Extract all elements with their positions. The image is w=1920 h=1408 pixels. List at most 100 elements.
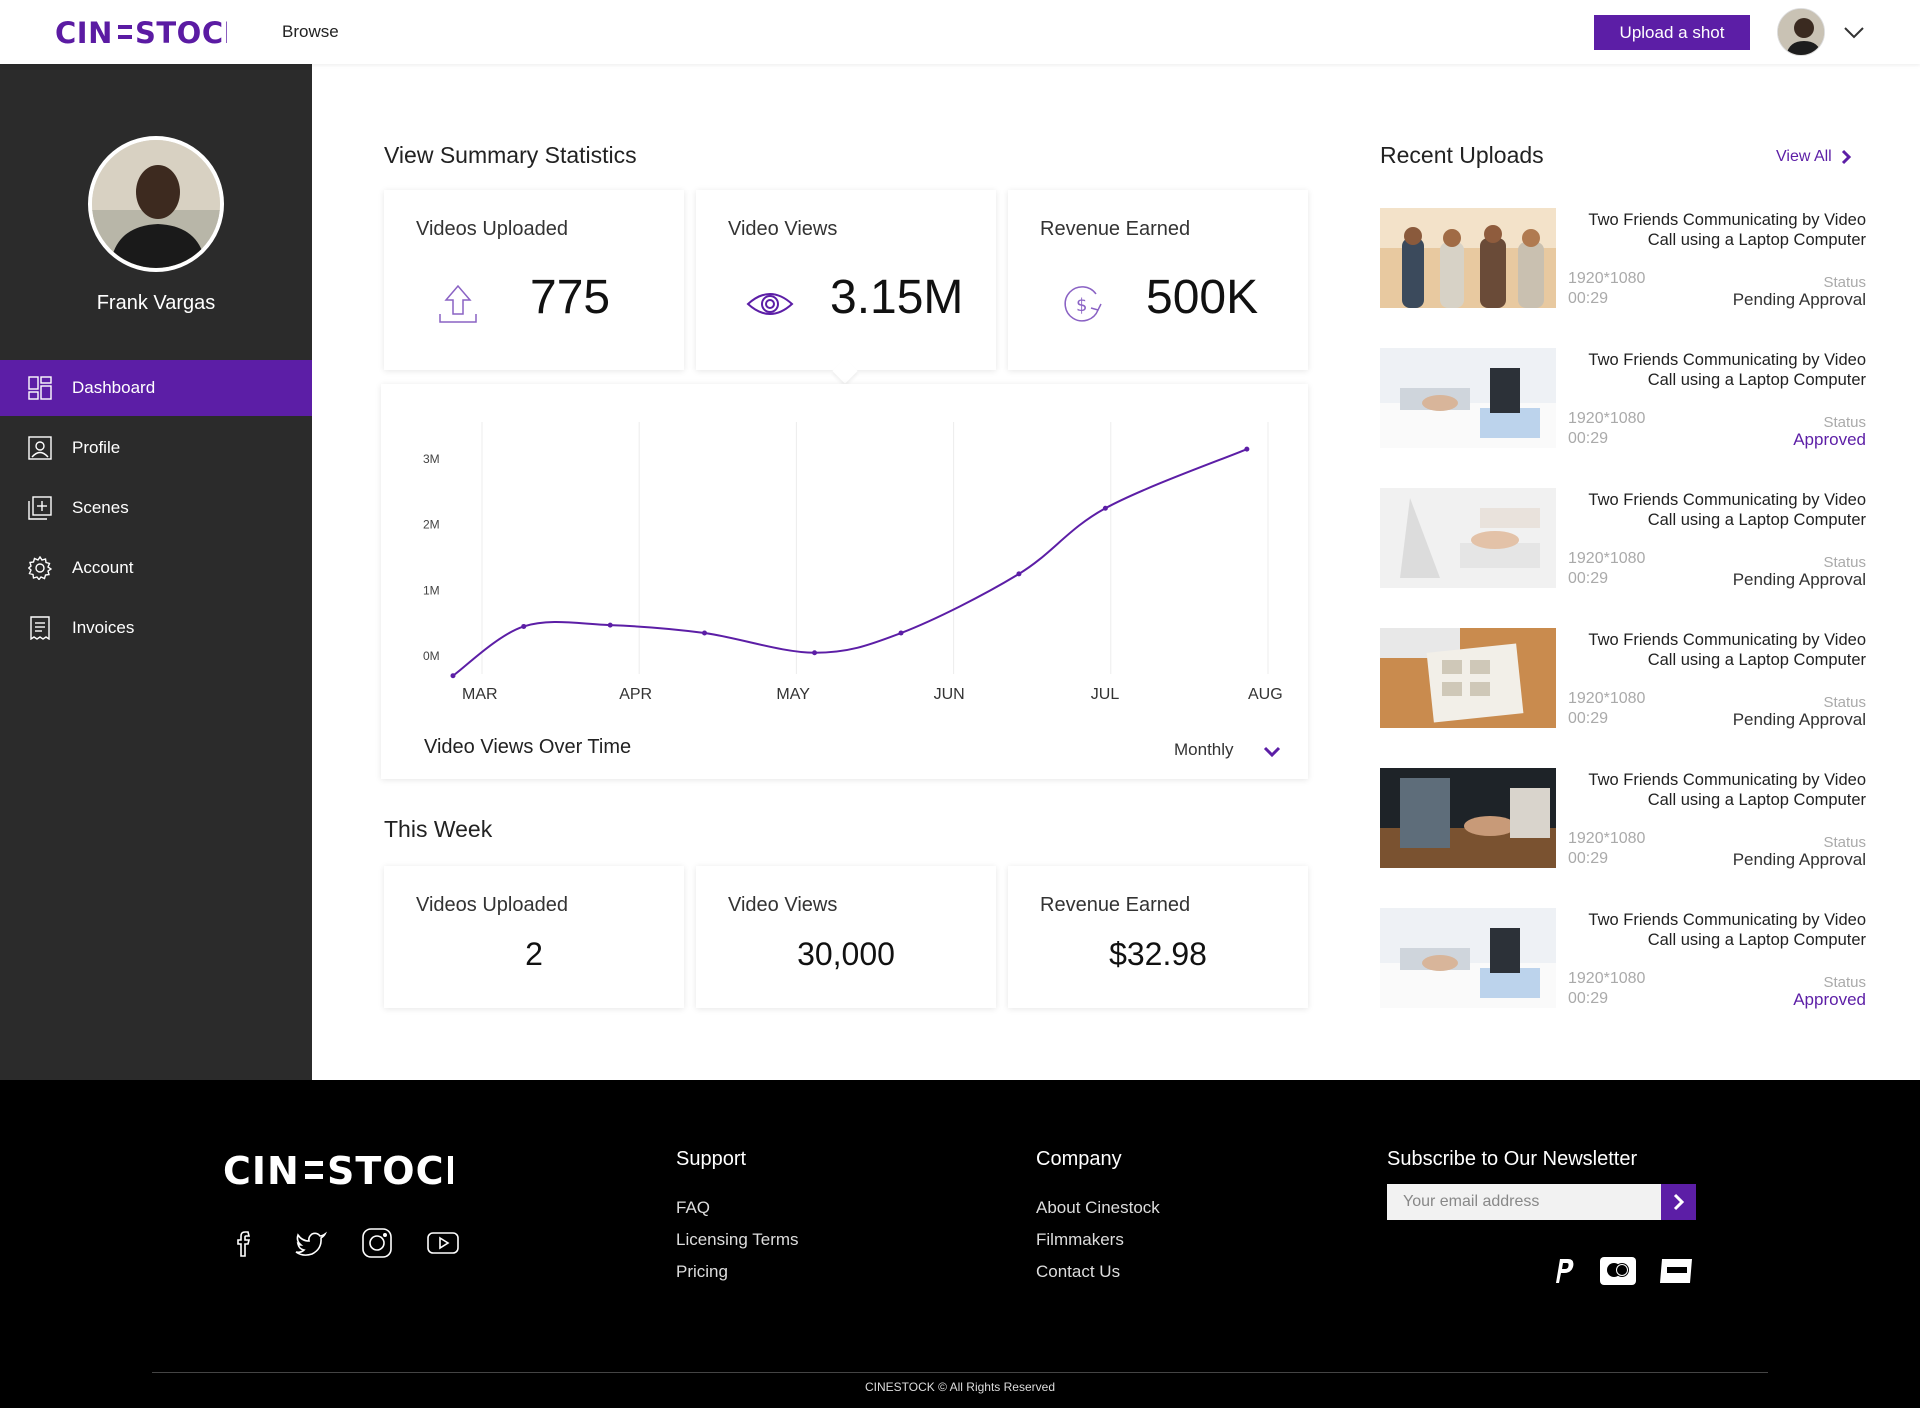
video-thumbnail[interactable] (1380, 908, 1556, 1008)
sidebar-item-label: Account (72, 558, 134, 577)
brand-logo[interactable]: CIN STOCK (55, 14, 227, 50)
chevron-right-icon (1841, 149, 1851, 165)
chart-title: Video Views Over Time (424, 736, 632, 758)
upload-title: Two Friends Communicating by Video Call … (1588, 771, 1866, 809)
data-point[interactable] (521, 623, 527, 629)
upload-duration: 00:29 (1568, 290, 1609, 307)
facebook-icon[interactable] (228, 1226, 262, 1260)
newsletter-email-field[interactable] (1387, 1184, 1661, 1220)
week-card-revenue: Revenue Earned $32.98 (1008, 866, 1308, 1008)
newsletter-submit-button[interactable] (1661, 1184, 1696, 1220)
instagram-icon[interactable] (360, 1226, 394, 1260)
upload-title: Two Friends Communicating by Video Call … (1588, 211, 1866, 249)
upload-title: Two Friends Communicating by Video Call … (1588, 491, 1866, 529)
sidebar-item-label: Scenes (72, 498, 129, 517)
week-label: Revenue Earned (1040, 894, 1191, 916)
paypal-icon (1548, 1256, 1578, 1291)
newsletter-title: Subscribe to Our Newsletter (1387, 1148, 1638, 1170)
pricing-link[interactable]: Pricing (676, 1262, 728, 1281)
video-thumbnail[interactable] (1380, 208, 1556, 308)
invoice-icon (28, 616, 52, 641)
filmmakers-link[interactable]: Filmmakers (1036, 1230, 1124, 1249)
video-thumbnail[interactable] (1380, 628, 1556, 728)
data-point[interactable] (607, 622, 613, 628)
status-badge: Pending Approval (1732, 570, 1866, 589)
payment-methods (1548, 1256, 1694, 1291)
stat-card-videos[interactable]: Videos Uploaded 775 (384, 190, 684, 370)
x-tick-label: JUN (934, 686, 965, 703)
list-item[interactable]: Two Friends Communicating by Video Call … (1380, 908, 1866, 1009)
svg-text:CIN: CIN (55, 17, 113, 47)
week-card-videos: Videos Uploaded 2 (384, 866, 684, 1008)
upload-duration: 00:29 (1568, 990, 1609, 1007)
browse-link[interactable]: Browse (282, 22, 339, 41)
list-item[interactable]: Two Friends Communicating by Video Call … (1380, 208, 1866, 309)
svg-text:STOCK: STOCK (327, 1150, 453, 1190)
stat-card-views[interactable]: Video Views 3.15M (696, 190, 996, 384)
mastercard-icon (1600, 1257, 1636, 1290)
video-thumbnail[interactable] (1380, 348, 1556, 448)
sidebar-item-label: Profile (72, 438, 121, 457)
logo-mark: CIN STOCK (55, 17, 227, 47)
about-link[interactable]: About Cinestock (1036, 1198, 1160, 1217)
upload-resolution: 1920*1080 (1568, 410, 1646, 427)
status-badge: Pending Approval (1732, 710, 1866, 729)
upload-shot-button[interactable]: Upload a shot (1594, 15, 1750, 50)
list-item[interactable]: Two Friends Communicating by Video Call … (1380, 628, 1866, 729)
gear-icon (27, 555, 53, 581)
data-point[interactable] (1016, 571, 1022, 577)
status-label: Status (1823, 694, 1866, 711)
sidebar-item-account[interactable]: Account (0, 540, 312, 596)
youtube-icon[interactable] (426, 1226, 460, 1260)
status-label: Status (1823, 274, 1866, 291)
footer: CIN STOCK Support FAQ Licensing Terms Pr… (0, 1080, 1920, 1408)
stat-card-revenue[interactable]: Revenue Earned $ 500K (1008, 190, 1308, 370)
chevron-down-icon[interactable] (1261, 742, 1283, 760)
list-item[interactable]: Two Friends Communicating by Video Call … (1380, 488, 1866, 589)
support-title: Support (676, 1148, 747, 1170)
data-point[interactable] (812, 650, 818, 656)
twitter-icon[interactable] (294, 1226, 328, 1260)
upload-resolution: 1920*1080 (1568, 550, 1646, 567)
video-thumbnail[interactable] (1380, 768, 1556, 868)
sidebar-item-label: Dashboard (72, 378, 156, 397)
y-tick-label: 1M (423, 583, 440, 597)
profile-icon (28, 436, 52, 460)
list-item[interactable]: Two Friends Communicating by Video Call … (1380, 768, 1866, 869)
footer-logo[interactable]: CIN STOCK (223, 1149, 474, 1199)
data-point[interactable] (1102, 505, 1108, 511)
x-tick-label: MAR (462, 686, 498, 703)
profile-avatar (88, 136, 224, 272)
data-point[interactable] (898, 630, 904, 636)
list-item[interactable]: Two Friends Communicating by Video Call … (1380, 348, 1866, 449)
view-all-link[interactable]: View All (1776, 148, 1852, 166)
sidebar-item-label: Invoices (72, 618, 135, 637)
data-point[interactable] (702, 630, 708, 636)
views-chart-card: MAR APR MAY JUN JUL AUG 0M 1M 2M 3M Video Views O… (381, 384, 1308, 779)
avatar[interactable] (1777, 8, 1825, 56)
contact-link[interactable]: Contact Us (1036, 1262, 1121, 1281)
svg-text:CIN: CIN (223, 1150, 300, 1190)
sidebar-item-invoices[interactable]: Invoices (0, 600, 312, 656)
upload-duration: 00:29 (1568, 570, 1609, 587)
upload-resolution: 1920*1080 (1568, 970, 1646, 987)
x-tick-label: MAY (776, 686, 810, 703)
data-point[interactable] (1244, 446, 1250, 452)
revenue-icon: $ (1064, 286, 1102, 322)
upload-icon (439, 284, 477, 323)
unionpay-icon (1658, 1259, 1694, 1288)
chevron-down-icon[interactable] (1842, 22, 1866, 42)
sidebar-item-profile[interactable]: Profile (0, 420, 312, 476)
data-point[interactable] (450, 673, 456, 679)
company-links: About Cinestock Filmmakers Contact Us (1036, 1198, 1160, 1294)
period-select[interactable]: Monthly (1174, 740, 1234, 759)
series-line (452, 448, 1248, 677)
licensing-terms-link[interactable]: Licensing Terms (676, 1230, 799, 1249)
sidebar-item-dashboard[interactable]: Dashboard (0, 360, 312, 416)
sidebar-item-scenes[interactable]: Scenes (0, 480, 312, 536)
week-label: Videos Uploaded (416, 894, 568, 916)
video-thumbnail[interactable] (1380, 488, 1556, 588)
faq-link[interactable]: FAQ (676, 1198, 711, 1217)
upload-resolution: 1920*1080 (1568, 270, 1646, 287)
upload-resolution: 1920*1080 (1568, 690, 1646, 707)
